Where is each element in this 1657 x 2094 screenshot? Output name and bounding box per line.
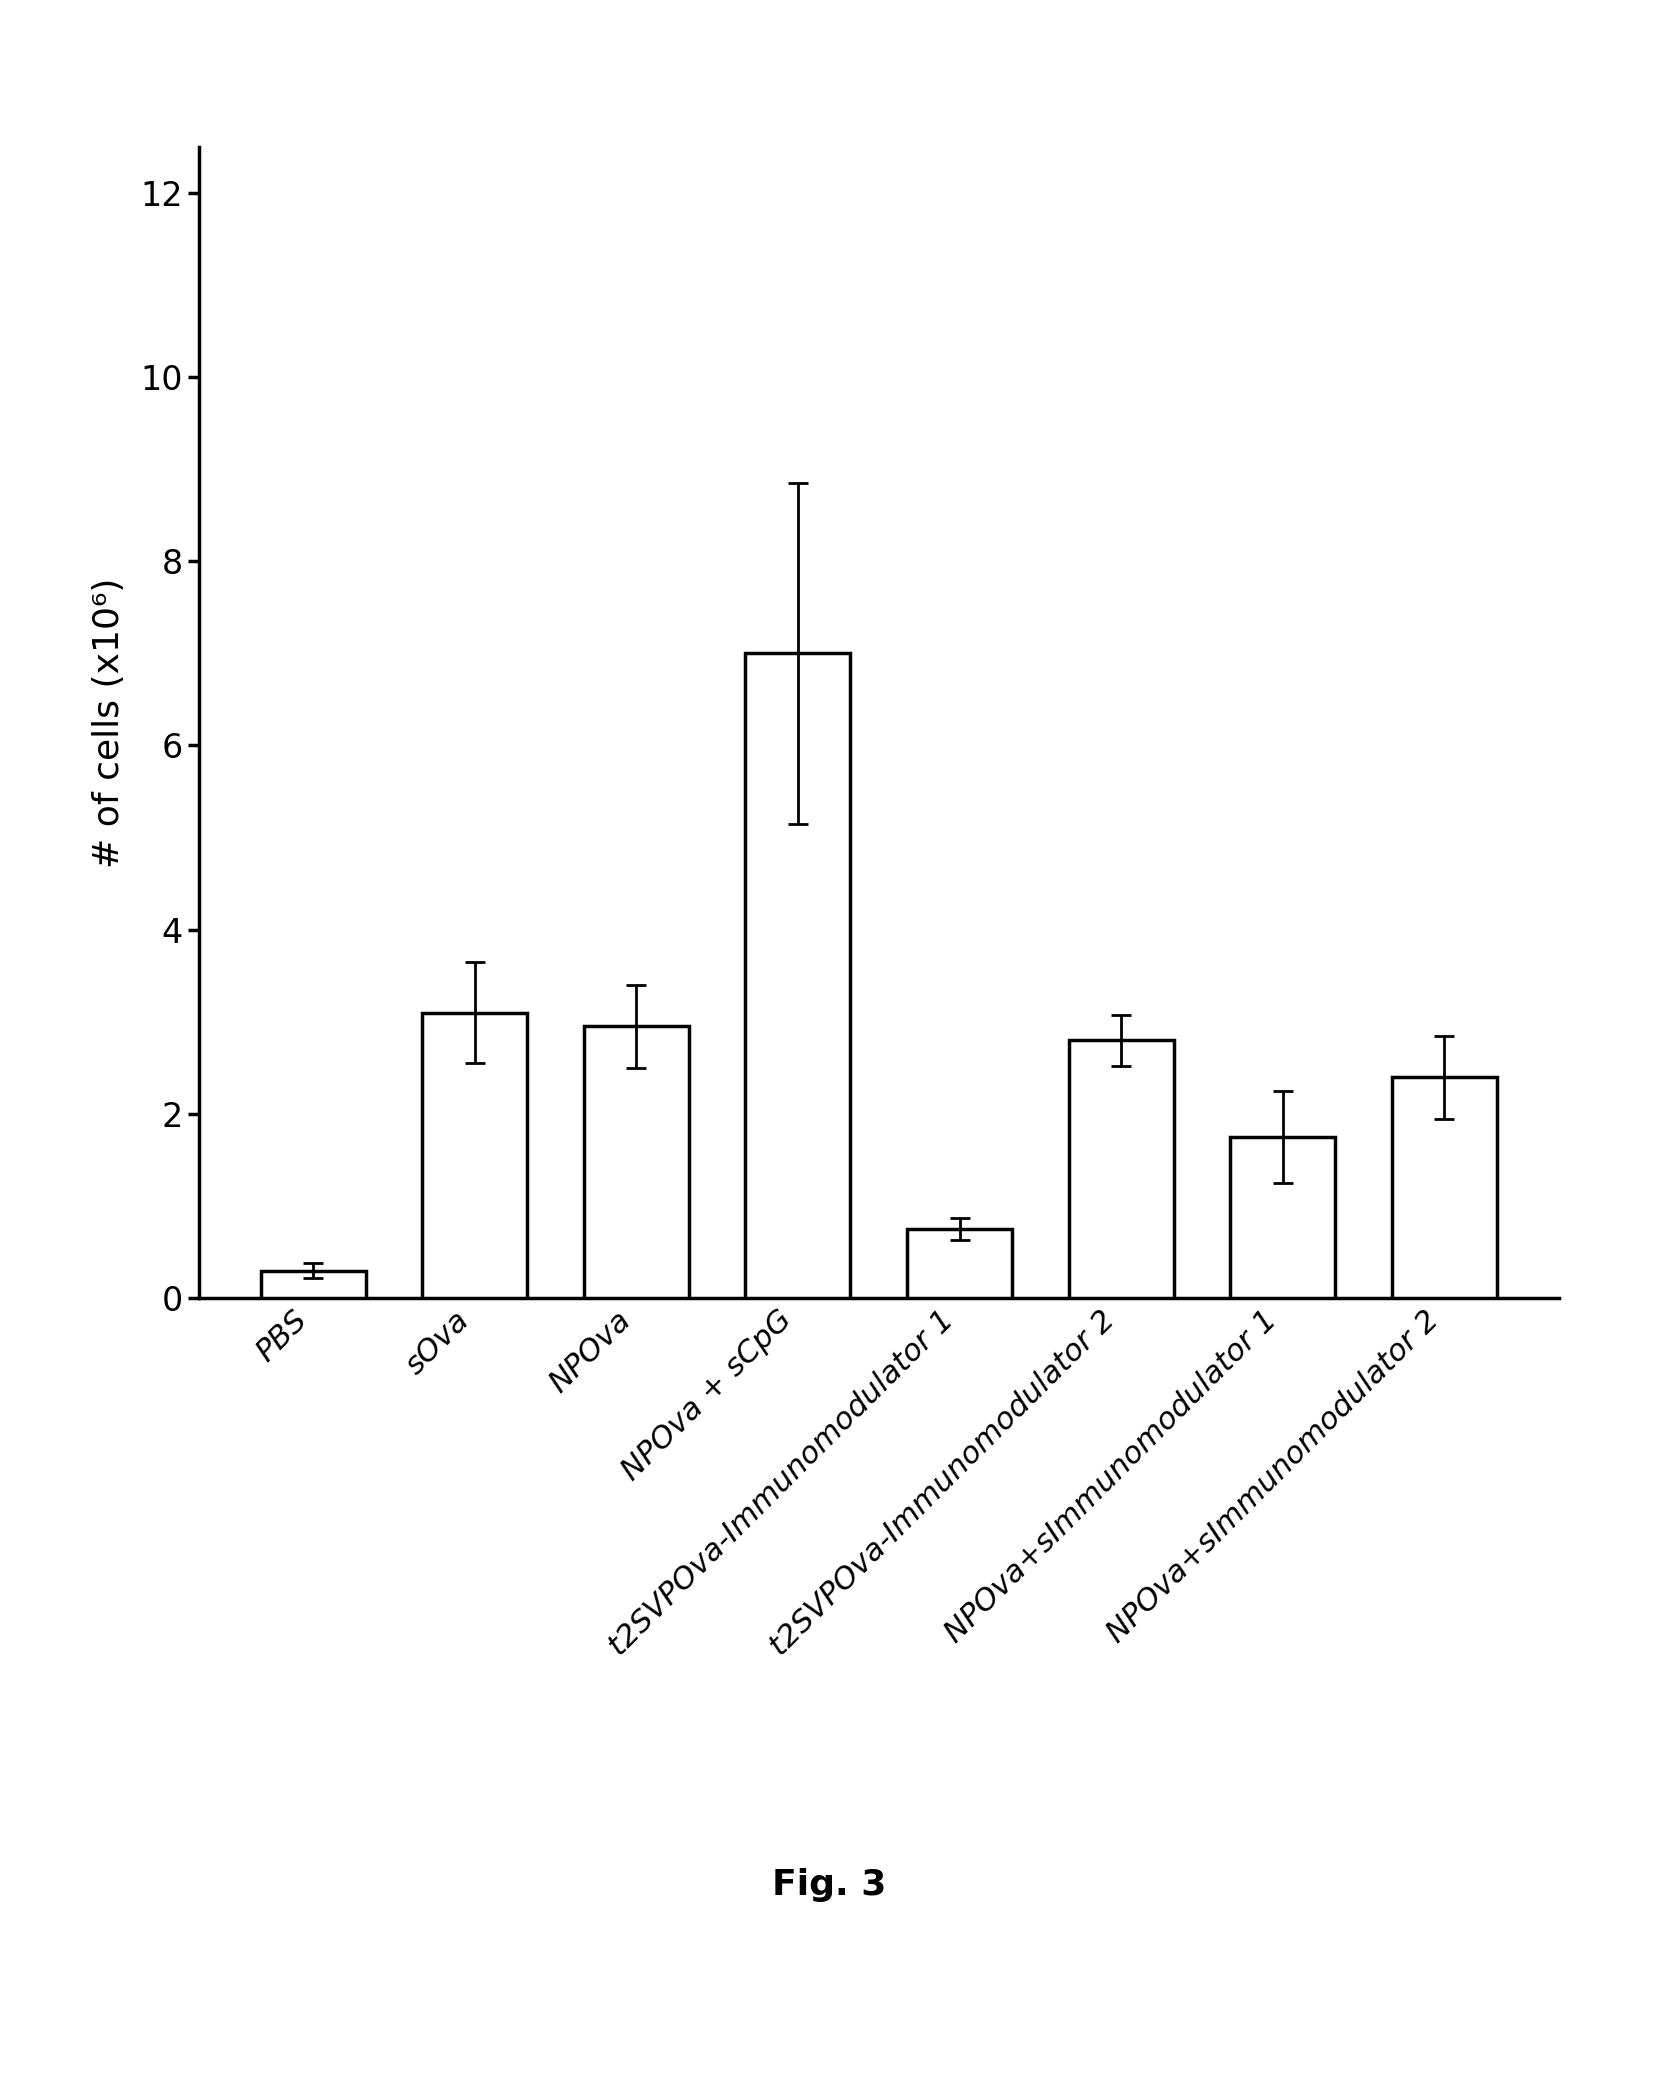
Bar — [260, 1271, 366, 1298]
Bar — [1067, 1041, 1173, 1298]
Bar — [583, 1026, 689, 1298]
Bar — [1229, 1137, 1334, 1298]
Bar — [1390, 1076, 1496, 1298]
Bar — [906, 1229, 1011, 1298]
Text: Fig. 3: Fig. 3 — [772, 1868, 885, 1901]
Bar — [746, 653, 850, 1298]
Y-axis label: # of cells (x10⁶): # of cells (x10⁶) — [93, 578, 126, 867]
Bar — [423, 1013, 527, 1298]
